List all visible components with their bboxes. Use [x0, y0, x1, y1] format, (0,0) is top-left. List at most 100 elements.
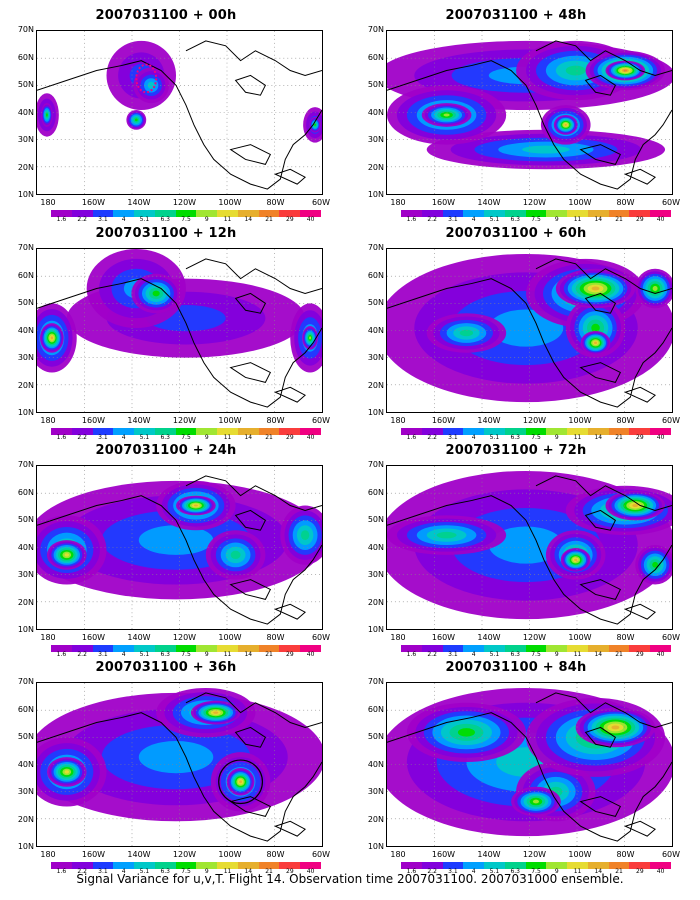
colorbar-swatch: [629, 428, 651, 435]
colorbar-swatch: [567, 862, 588, 869]
colorbar-swatch: [401, 428, 422, 435]
coastline: [387, 258, 672, 408]
colorbar-label: 1.6: [406, 216, 417, 223]
coastline: [387, 475, 672, 625]
colorbar-label: 1.6: [56, 651, 67, 658]
lat-tick-label: 60N: [17, 52, 34, 62]
lon-tick-label: 120W: [522, 198, 547, 207]
colorbar-label: 7.5: [531, 651, 541, 658]
colorbar-label: 40: [656, 216, 665, 223]
colorbar-swatch: [51, 862, 72, 869]
colorbar-label: 7.5: [181, 651, 191, 658]
contour-shade: [488, 526, 564, 564]
lon-tick-label: 80W: [616, 198, 635, 207]
colorbar-swatch: [196, 428, 218, 435]
colorbar-label: 7.5: [531, 434, 541, 441]
map-panel: 2007031100 + 24h 70N 60N 50N 40N 30N 20N 10N 180…: [6, 443, 330, 658]
lat-tick-label: 60N: [17, 270, 34, 280]
lat-tick-label: 70N: [367, 460, 384, 469]
colorbar-label: 11: [573, 868, 582, 875]
colorbar-swatch: [113, 210, 135, 217]
colorbar-swatch: [154, 645, 176, 652]
colorbar-label: 11: [223, 434, 232, 441]
lon-tick-label: 180: [40, 416, 56, 425]
lat-tick-label: 70N: [367, 677, 384, 686]
colorbar-label: 3.1: [448, 216, 458, 223]
colorbar-swatch: [196, 862, 218, 869]
lon-tick-label: 140W: [127, 850, 151, 859]
lon-tick-label: 120W: [172, 850, 197, 859]
colorbar-swatch: [463, 862, 485, 869]
lon-tick-label: 60W: [311, 198, 331, 207]
lat-tick-label: 30N: [367, 353, 384, 362]
colorbar-label: 9: [554, 216, 559, 223]
colorbar-label: 11: [573, 651, 582, 658]
colorbar-labels: 1.6 2.2 3.1 4 5.1 6.3 7.5 9 11 14 21 29 40: [401, 652, 671, 660]
contour-shade: [152, 290, 160, 297]
lon-tick-label: 60W: [661, 850, 681, 859]
colorbar-label: 9: [204, 434, 209, 441]
colorbar-swatch: [608, 210, 630, 217]
colorbar-label: 6.3: [510, 434, 520, 441]
map-plot: [386, 682, 673, 847]
colorbar-swatch: [525, 210, 547, 217]
colorbar-label: 4: [471, 868, 476, 875]
lon-tick-label: 120W: [172, 416, 197, 425]
lon-tick-label: 100W: [568, 850, 592, 859]
lon-tick-label: 140W: [477, 198, 501, 207]
contour-shade: [309, 336, 312, 340]
map-plot: [36, 248, 323, 413]
contour-shade: [488, 309, 564, 347]
contour-field: [387, 31, 672, 194]
lon-tick-label: 140W: [127, 633, 151, 642]
colorbar-label: 14: [244, 434, 253, 441]
colorbar-swatch: [175, 210, 197, 217]
lat-tick-label: 20N: [367, 814, 384, 824]
colorbar-swatch: [113, 862, 135, 869]
colorbar-swatch: [154, 210, 176, 217]
lat-tick-label: 60N: [367, 270, 384, 280]
colorbar-label: 7.5: [531, 216, 541, 223]
map-plot: [386, 465, 673, 630]
colorbar-label: 40: [306, 868, 315, 875]
lat-tick-label: 10N: [17, 190, 34, 199]
colorbar-swatch: [504, 428, 526, 435]
colorbar-swatch: [71, 210, 93, 217]
panel-title: 2007031100 + 36h: [95, 660, 237, 675]
colorbar-labels: 1.6 2.2 3.1 4 5.1 6.3 7.5 9 11 14 21 29 40: [51, 435, 321, 443]
colorbar-label: 1.6: [406, 651, 417, 658]
colorbar-label: 1.6: [406, 434, 417, 441]
colorbar-labels: 1.6 2.2 3.1 4 5.1 6.3 7.5 9 11 14 21 29 40: [401, 869, 671, 877]
colorbar-label: 21: [265, 868, 273, 875]
lon-tick-label: 60W: [661, 416, 681, 425]
lat-tick-label: 60N: [367, 52, 384, 62]
colorbar-label: 11: [573, 434, 582, 441]
colorbar-label: 14: [244, 651, 253, 658]
colorbar-label: 1.6: [56, 868, 67, 875]
map-panel: 2007031100 + 60h 70N 60N 50N 40N 30N 20N 10N 180…: [356, 226, 680, 441]
colorbar-swatch: [504, 645, 526, 652]
colorbar-swatch: [134, 428, 155, 435]
colorbar-label: 4: [121, 216, 126, 223]
lon-tick-label: 120W: [172, 633, 197, 642]
contour-shade: [134, 118, 138, 122]
colorbar-swatch: [154, 428, 176, 435]
lon-tick-label: 100W: [568, 198, 592, 207]
colorbar: [51, 645, 321, 652]
colorbar-label: 6.3: [160, 651, 170, 658]
colorbar-swatch: [300, 862, 321, 869]
map-plot: [36, 682, 323, 847]
lon-tick-label: 80W: [616, 850, 635, 859]
map-panel: 2007031100 + 72h 70N 60N 50N 40N 30N 20N 10N 180…: [356, 443, 680, 658]
colorbar-swatch: [629, 862, 651, 869]
colorbar-label: 9: [204, 651, 209, 658]
contour-shade: [611, 725, 620, 730]
colorbar-swatch: [279, 210, 301, 217]
lon-tick-label: 180: [40, 850, 56, 859]
contour-shade: [50, 336, 54, 340]
colorbar-swatch: [525, 428, 547, 435]
lat-tick-label: 10N: [17, 842, 34, 851]
contour-shade: [522, 145, 570, 154]
colorbar: [51, 862, 321, 869]
colorbar-swatch: [650, 645, 671, 652]
